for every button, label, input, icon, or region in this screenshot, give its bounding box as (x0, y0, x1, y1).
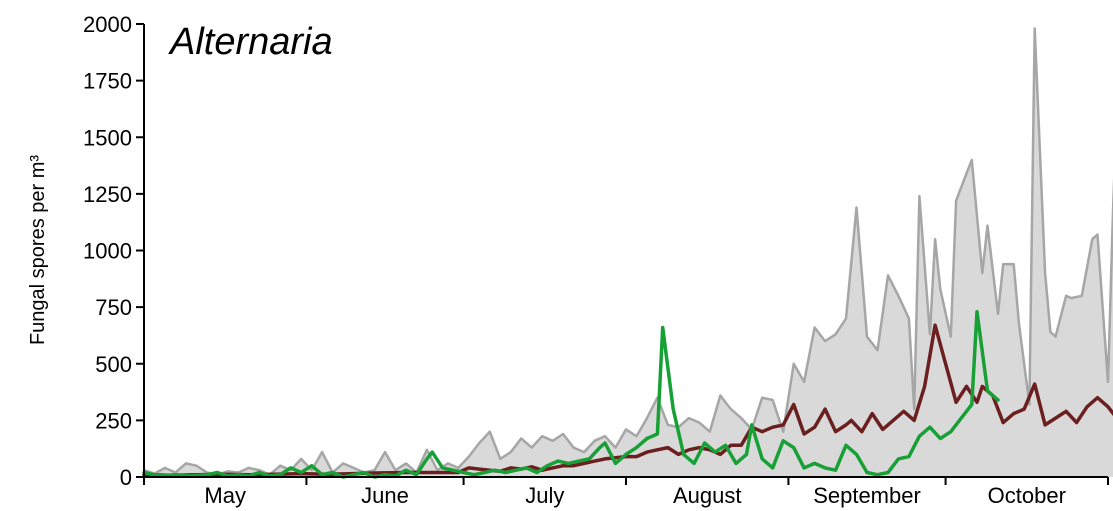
y-tick-label-2000: 2000 (83, 12, 132, 37)
plot-area (142, 27, 1113, 479)
y-tick-label-1000: 1000 (83, 239, 132, 264)
x-tick-label-august: August (673, 483, 742, 508)
series-0-area-fill (144, 28, 1113, 477)
x-tick-label-july: July (525, 483, 564, 508)
y-tick-label-500: 500 (95, 352, 132, 377)
y-axis-label: Fungal spores per m³ (27, 155, 49, 345)
x-tick-label-october: October (988, 483, 1066, 508)
x-tick-label-may: May (204, 483, 246, 508)
series-0-area-outline (143, 27, 1113, 476)
y-tick-label-1750: 1750 (83, 69, 132, 94)
y-ticks: 0 250 500 750 1000 1250 1500 1750 2000 (83, 12, 144, 490)
y-tick-label-0: 0 (120, 465, 132, 490)
series-2-line (142, 309, 1000, 479)
chart-title: Alternaria (168, 21, 333, 63)
x-tick-label-june: June (361, 483, 409, 508)
x-tick-label-september: September (813, 483, 921, 508)
y-tick-label-250: 250 (95, 408, 132, 433)
y-tick-label-750: 750 (95, 295, 132, 320)
y-tick-label-1500: 1500 (83, 125, 132, 150)
x-ticks: May June July August September October (143, 477, 1109, 508)
y-tick-label-1250: 1250 (83, 182, 132, 207)
